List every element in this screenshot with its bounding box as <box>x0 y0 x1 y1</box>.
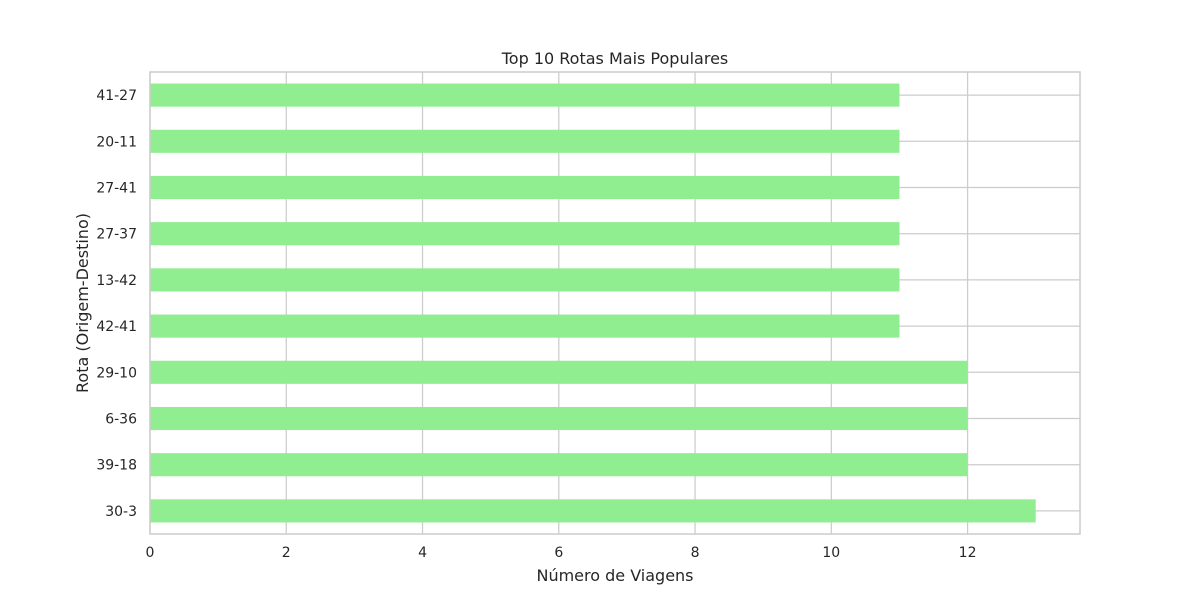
axis-layer <box>149 71 1081 535</box>
x-axis-title: Número de Viagens <box>536 566 693 585</box>
y-axis-title: Rota (Origem-Destino) <box>73 213 92 393</box>
bar <box>150 83 900 107</box>
bar <box>150 453 968 477</box>
y-tick-label: 29-10 <box>96 365 137 381</box>
y-tick-label: 6-36 <box>105 412 137 428</box>
y-tick-label: 30-3 <box>105 504 137 520</box>
bar <box>150 129 900 153</box>
bar <box>150 175 900 200</box>
x-tick-label: 6 <box>554 545 563 561</box>
x-tick-label: 12 <box>959 545 977 561</box>
bar <box>150 222 900 246</box>
label-layer: 0 2 4 6 8 10 12 30-3 39-18 6-36 29-10 42-41 13-42 27-… <box>96 88 976 561</box>
y-tick-label: 41-27 <box>96 88 137 104</box>
bar <box>150 406 968 431</box>
x-tick-label: 0 <box>146 545 155 561</box>
bar <box>150 314 900 338</box>
bar <box>150 499 1036 523</box>
chart-title: Top 10 Rotas Mais Populares <box>501 49 729 68</box>
x-tick-label: 2 <box>282 545 291 561</box>
bar-layer <box>150 83 1036 523</box>
x-tick-label: 4 <box>418 545 427 561</box>
y-tick-label: 20-11 <box>96 134 137 150</box>
y-tick-label: 39-18 <box>96 458 137 474</box>
y-tick-label: 13-42 <box>96 273 137 289</box>
bar <box>150 268 900 292</box>
bar <box>150 360 968 384</box>
y-tick-label: 27-41 <box>96 181 137 197</box>
y-tick-label: 27-37 <box>96 227 137 243</box>
axes-frame <box>149 71 1081 535</box>
x-tick-label: 8 <box>691 545 700 561</box>
x-tick-label: 10 <box>822 545 840 561</box>
y-tick-label: 42-41 <box>96 319 137 335</box>
